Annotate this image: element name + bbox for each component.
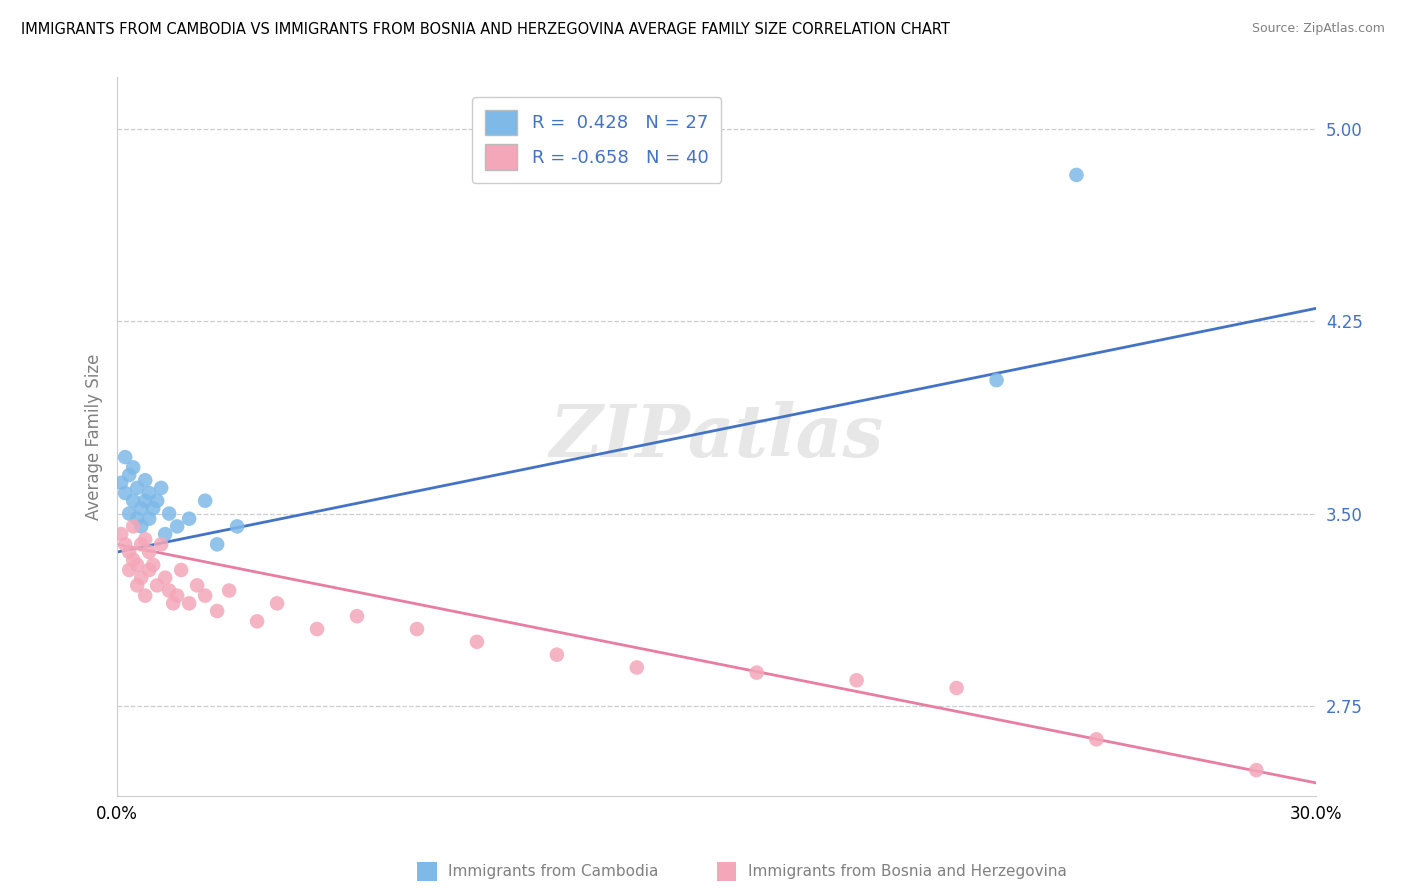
Point — [129, 571, 152, 585]
Point — [118, 468, 141, 483]
Point — [226, 519, 249, 533]
Point — [142, 558, 165, 572]
Point — [218, 583, 240, 598]
Point — [205, 537, 228, 551]
Point — [118, 507, 141, 521]
Point — [122, 460, 145, 475]
Point — [179, 596, 201, 610]
Point — [138, 486, 160, 500]
Point — [406, 622, 429, 636]
Point — [110, 527, 132, 541]
Point — [146, 578, 169, 592]
Point — [146, 493, 169, 508]
Point — [122, 519, 145, 533]
Point — [150, 537, 173, 551]
Point — [945, 681, 967, 695]
Point — [162, 596, 184, 610]
Point — [194, 589, 217, 603]
Point — [138, 511, 160, 525]
Point — [845, 673, 868, 688]
Point — [134, 533, 156, 547]
Point — [465, 635, 488, 649]
Point — [138, 545, 160, 559]
Point — [157, 507, 180, 521]
Point — [129, 501, 152, 516]
Point — [134, 493, 156, 508]
Point — [179, 511, 201, 525]
Point — [246, 615, 269, 629]
Point — [127, 481, 149, 495]
Point — [166, 519, 188, 533]
Point — [127, 558, 149, 572]
Point — [129, 519, 152, 533]
Point — [986, 373, 1008, 387]
Point — [186, 578, 208, 592]
Point — [153, 527, 176, 541]
Point — [114, 486, 136, 500]
Text: ZIPatlas: ZIPatlas — [550, 401, 884, 472]
Point — [1066, 168, 1088, 182]
Point — [118, 545, 141, 559]
Text: Source: ZipAtlas.com: Source: ZipAtlas.com — [1251, 22, 1385, 36]
Point — [166, 589, 188, 603]
Point — [546, 648, 568, 662]
Point — [150, 481, 173, 495]
Point — [153, 571, 176, 585]
Text: Immigrants from Bosnia and Herzegovina: Immigrants from Bosnia and Herzegovina — [748, 864, 1067, 879]
Point — [170, 563, 193, 577]
Point — [305, 622, 328, 636]
Point — [1085, 732, 1108, 747]
Point — [138, 563, 160, 577]
Point — [127, 511, 149, 525]
Text: Immigrants from Cambodia: Immigrants from Cambodia — [449, 864, 658, 879]
Point — [745, 665, 768, 680]
Text: IMMIGRANTS FROM CAMBODIA VS IMMIGRANTS FROM BOSNIA AND HERZEGOVINA AVERAGE FAMIL: IMMIGRANTS FROM CAMBODIA VS IMMIGRANTS F… — [21, 22, 950, 37]
Point — [205, 604, 228, 618]
Point — [266, 596, 288, 610]
Y-axis label: Average Family Size: Average Family Size — [86, 353, 103, 520]
Point — [122, 553, 145, 567]
Point — [110, 475, 132, 490]
Point — [114, 537, 136, 551]
Point — [122, 493, 145, 508]
Point — [346, 609, 368, 624]
Point — [157, 583, 180, 598]
Point — [134, 589, 156, 603]
Point — [194, 493, 217, 508]
Point — [1246, 763, 1268, 777]
Point — [129, 537, 152, 551]
Point — [134, 473, 156, 487]
Point — [114, 450, 136, 464]
Point — [127, 578, 149, 592]
Legend: R =  0.428   N = 27, R = -0.658   N = 40: R = 0.428 N = 27, R = -0.658 N = 40 — [472, 97, 721, 183]
Point — [626, 660, 648, 674]
Point — [142, 501, 165, 516]
Point — [118, 563, 141, 577]
